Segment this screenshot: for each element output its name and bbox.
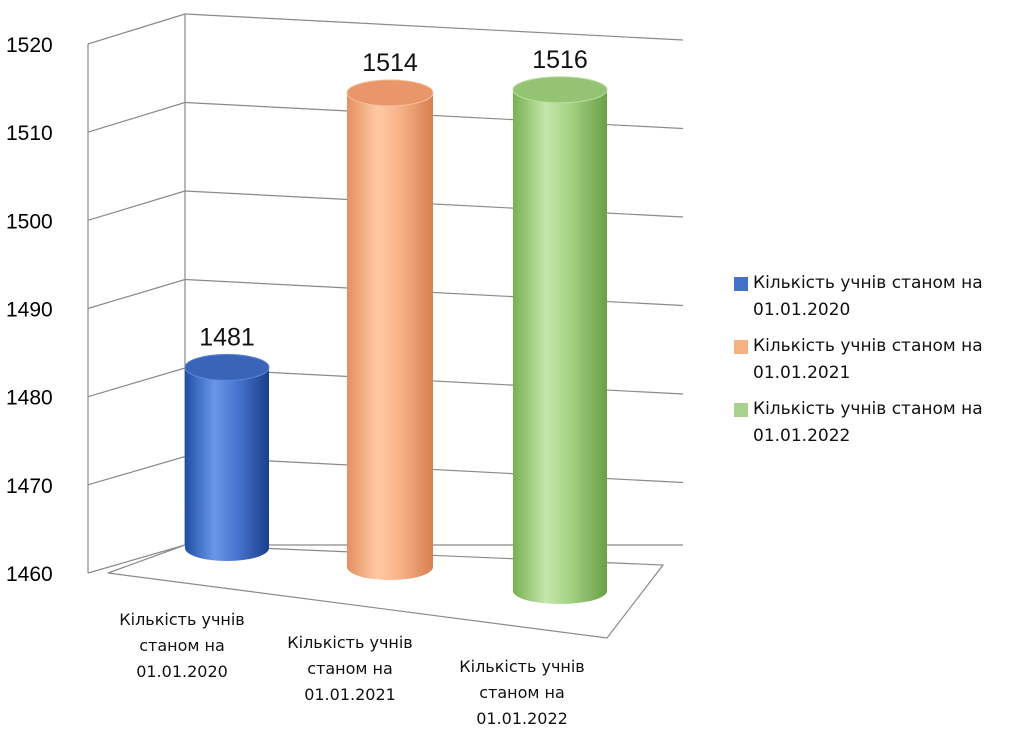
data-label-1514: 1514 [362,49,418,77]
y-tick-label-1460: 1460 [6,563,53,586]
legend-label-2020: Кількість учнів станом на 01.01.2020 [753,270,983,324]
data-label-1516: 1516 [532,46,588,74]
gridline-side-1480 [87,367,186,398]
bar-top-1481 [184,353,270,381]
bar-1514 [347,92,433,580]
legend-item-2020: Кількість учнів станом на 01.01.2020 [734,270,1009,324]
bars [184,76,608,605]
x-category-label-3: Кількість учнів станом на 01.01.2022 [459,657,584,728]
legend-label-2021: Кількість учнів станом на 01.01.2021 [753,333,983,387]
gridline-side-1520 [87,13,186,45]
gridline-side-1460 [87,544,186,574]
x-category-label-2-line-2: станом на [307,659,393,678]
x-category-label-2: Кількість учнів станом на 01.01.2021 [287,633,412,704]
x-category-label-3-line-1: Кількість учнів [459,657,584,676]
x-category-label-1-line-1: Кількість учнів [119,610,244,629]
legend-label-2020-line2: 01.01.2020 [753,300,851,320]
data-labels: 1481 1514 1516 [199,46,588,352]
y-tick-label-1510: 1510 [6,122,53,145]
y-tick-label-1490: 1490 [6,299,53,322]
legend-label-2020-line1: Кількість учнів станом на [753,273,983,293]
legend: Кількість учнів станом на 01.01.2020 Кіл… [734,270,1009,459]
y-tick-label-1480: 1480 [6,387,53,410]
gridline-back-1520 [184,13,684,41]
legend-swatch-2022 [734,403,748,417]
bar-top-1514 [346,79,434,107]
x-category-label-2-line-1: Кількість учнів [287,633,412,652]
x-category-label-2-line-3: 01.01.2021 [304,685,396,704]
data-label-1481: 1481 [199,323,255,351]
x-axis-labels: Кількість учнів станом на 01.01.2020Кількі… [119,610,584,728]
legend-label-2022: Кількість учнів станом на 01.01.2022 [753,396,983,450]
gridline-side-1470 [87,455,186,486]
gridline-side-1510 [87,101,186,133]
y-tick-label-1520: 1520 [6,34,53,57]
y-axis-ticks: 1460 1470 1480 1490 1500 1510 1520 [6,34,53,586]
legend-swatch-2020 [734,277,748,291]
x-category-label-1-line-2: станом на [139,636,225,655]
gridline-back-1510 [184,101,684,130]
legend-label-2022-line2: 01.01.2022 [753,426,851,446]
legend-label-2021-line1: Кількість учнів станом на [753,336,983,356]
y-tick-label-1470: 1470 [6,475,53,498]
gridline-side-1490 [87,278,186,310]
legend-swatch-2021 [734,340,748,354]
gridline-side-1500 [87,190,186,221]
y-tick-label-1500: 1500 [6,210,53,233]
chart-floor [107,544,665,639]
x-category-label-3-line-3: 01.01.2022 [476,709,568,728]
legend-item-2021: Кількість учнів станом на 01.01.2021 [734,333,1009,387]
bar-1516 [513,89,607,605]
x-category-label-1-line-3: 01.01.2020 [136,662,228,681]
x-category-label-3-line-2: станом на [479,683,565,702]
legend-item-2022: Кількість учнів станом на 01.01.2022 [734,396,1009,450]
legend-label-2021-line2: 01.01.2021 [753,363,851,383]
bar-top-1516 [512,76,608,104]
gridline-back-1490 [184,278,684,307]
bar-1481 [185,367,269,561]
x-category-label-1: Кількість учнів станом на 01.01.2020 [119,610,244,681]
gridline-back-1500 [184,190,684,218]
legend-label-2022-line1: Кількість учнів станом на [753,399,983,419]
